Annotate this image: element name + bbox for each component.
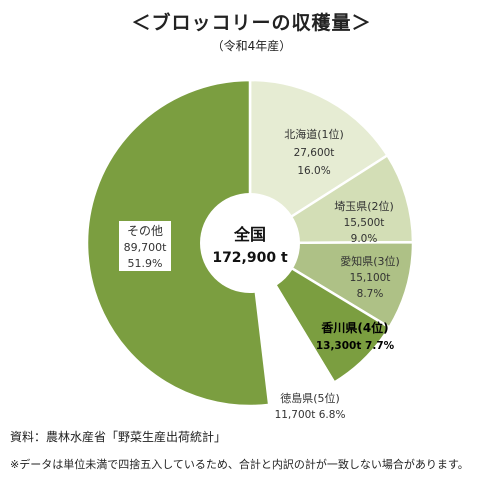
- slice-label-name-0: 北海道(1位): [284, 127, 344, 141]
- slice-label-value-1: 15,500t: [344, 217, 385, 229]
- slice-label-name-5: その他: [127, 224, 163, 238]
- slice-label-name-1: 埼玉県(2位): [334, 199, 394, 213]
- slice-label-value-5: 89,700t: [124, 241, 167, 254]
- slice-label-percent-2: 8.7%: [357, 288, 384, 300]
- slice-label-percent-0: 16.0%: [297, 165, 330, 177]
- chart-title: ＜ブロッコリーの収穫量＞: [131, 12, 372, 34]
- slice-label-name-3: 香川県(4位): [320, 320, 388, 335]
- pie-center-hole: [200, 193, 300, 293]
- slice-label-value-percent-3: 13,300t 7.7%: [316, 340, 395, 352]
- slice-label-percent-5: 51.9%: [128, 257, 163, 270]
- slice-label-value-2: 15,100t: [350, 272, 391, 284]
- slice-label-value-0: 27,600t: [294, 147, 335, 159]
- pie-slice-5: [85, 78, 271, 408]
- label-box-tokushima: [268, 389, 352, 423]
- pie-slice-0: [248, 78, 390, 246]
- center-label-total: 172,900 t: [212, 250, 288, 266]
- source-text: 資料：農林水産省「野菜生産出荷統計」: [10, 430, 227, 444]
- chart-subtitle: （令和4年産）: [211, 39, 292, 53]
- center-label-title: 全国: [233, 225, 266, 244]
- slice-label-name-2: 愛知県(3位): [340, 254, 400, 268]
- slice-label-percent-1: 9.0%: [351, 233, 378, 245]
- label-box-other: [119, 221, 171, 271]
- footnote-text: ※データは単位未満で四捨五入しているため、合計と内訳の計が一致しない場合がありま…: [10, 458, 469, 471]
- slice-label-value-percent-4: 11,700t 6.8%: [275, 409, 346, 421]
- slice-label-name-4: 徳島県(5位): [280, 391, 340, 405]
